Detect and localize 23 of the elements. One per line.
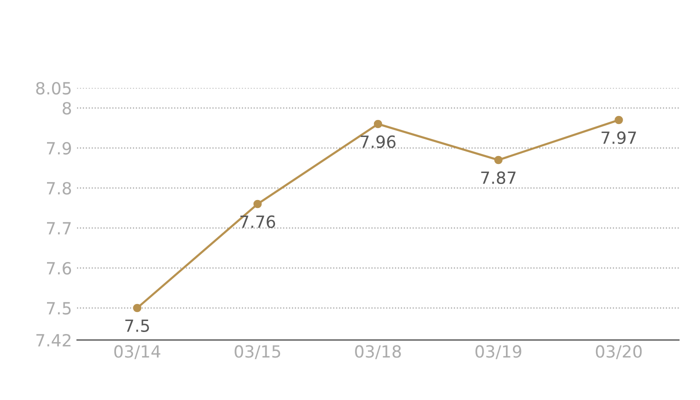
data-label: 7.87 xyxy=(481,171,516,184)
point xyxy=(133,304,142,312)
y-tick-label: 7.8 xyxy=(47,182,71,195)
data-label: 7.96 xyxy=(360,135,396,148)
x-tick-label: 03/18 xyxy=(355,345,401,360)
y-tick-label: 7.5 xyxy=(47,302,71,315)
point xyxy=(374,120,382,128)
y-tick-label: 8 xyxy=(62,102,71,115)
point xyxy=(253,200,262,208)
y-tick-label: 7.6 xyxy=(47,262,72,275)
y-tick-label: 7.9 xyxy=(47,142,71,155)
y-tick-label: 7.42 xyxy=(36,334,70,346)
data-label: 7.97 xyxy=(602,131,636,144)
point xyxy=(494,156,503,164)
y-tick-label: 8.05 xyxy=(36,82,71,95)
x-tick-label: 03/20 xyxy=(596,345,642,360)
x-tick-label: 03/19 xyxy=(475,345,522,360)
data-label: 7.76 xyxy=(240,215,276,228)
x-tick-label: 03/14 xyxy=(114,345,160,360)
data-label: 7.5 xyxy=(125,320,149,332)
x-tick-label: 03/15 xyxy=(234,345,280,360)
y-tick-label: 7.7 xyxy=(47,222,71,234)
point xyxy=(614,116,623,124)
